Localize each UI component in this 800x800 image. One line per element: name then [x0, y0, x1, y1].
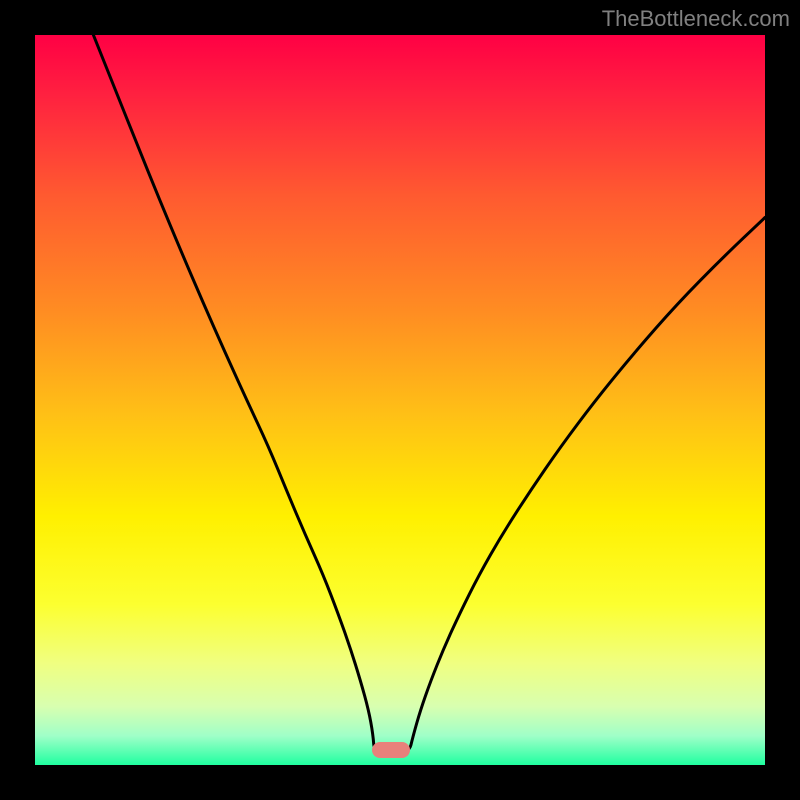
chart-container: TheBottleneck.com	[0, 0, 800, 800]
watermark-text: TheBottleneck.com	[602, 6, 790, 32]
bottleneck-curve	[35, 35, 765, 765]
optimal-marker	[372, 742, 410, 758]
plot-area	[35, 35, 765, 765]
